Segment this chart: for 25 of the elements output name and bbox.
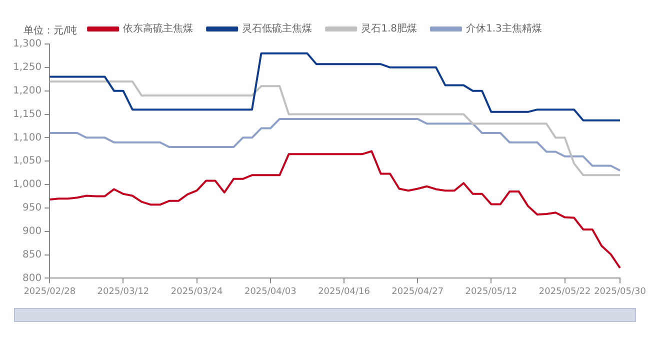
y-tick-label: 900 [22, 226, 42, 237]
x-tick-label: 2025/05/12 [465, 286, 518, 297]
y-tick-label: 950 [22, 202, 42, 214]
y-axis-title: 单位：元/吨 [24, 24, 78, 37]
legend-label: 灵石1.8肥煤 [361, 22, 418, 35]
x-tick-label: 2025/03/12 [97, 286, 150, 297]
x-tick-label: 2025/03/24 [170, 286, 224, 297]
x-tick-label: 2025/05/30 [594, 286, 646, 297]
y-tick-label: 1,250 [12, 62, 42, 74]
y-tick-label: 1,300 [12, 38, 42, 50]
x-tick-label: 2025/02/28 [24, 286, 76, 297]
x-tick-label: 2025/04/27 [392, 286, 444, 297]
y-tick-label: 1,100 [12, 132, 42, 144]
legend-label: 灵石低硫主焦煤 [242, 22, 312, 35]
x-tick-label: 2025/04/16 [318, 286, 370, 297]
x-tick-label: 2025/04/03 [244, 286, 296, 297]
legend-label: 介休1.3主焦精煤 [466, 22, 542, 35]
y-tick-label: 800 [22, 272, 42, 284]
legend-label: 依东高硫主焦煤 [123, 22, 194, 35]
y-tick-label: 1,000 [12, 179, 42, 190]
x-tick-label: 2025/05/22 [538, 286, 591, 297]
y-tick-label: 1,200 [12, 85, 42, 96]
y-tick-label: 1,050 [12, 156, 42, 167]
y-tick-label: 1,150 [12, 108, 42, 120]
y-tick-label: 850 [22, 249, 42, 260]
